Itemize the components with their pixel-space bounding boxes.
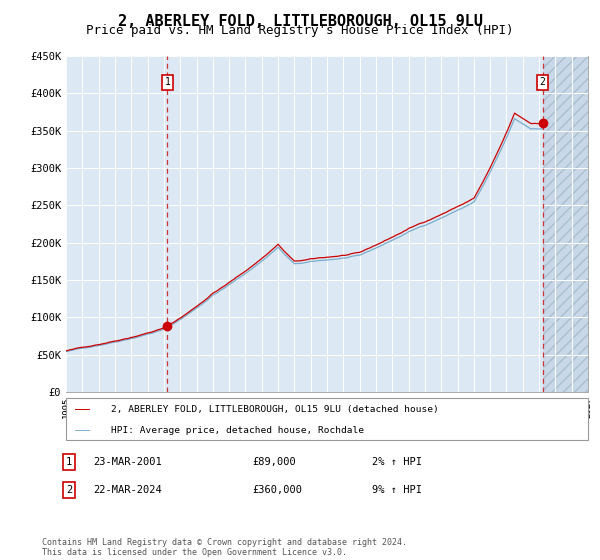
Text: 2: 2: [540, 77, 545, 87]
Text: 2% ↑ HPI: 2% ↑ HPI: [372, 457, 422, 467]
Text: ——: ——: [75, 424, 90, 437]
Text: 23-MAR-2001: 23-MAR-2001: [93, 457, 162, 467]
Text: £360,000: £360,000: [252, 485, 302, 495]
Text: 2, ABERLEY FOLD, LITTLEBOROUGH, OL15 9LU: 2, ABERLEY FOLD, LITTLEBOROUGH, OL15 9LU: [118, 14, 482, 29]
Text: Contains HM Land Registry data © Crown copyright and database right 2024.
This d: Contains HM Land Registry data © Crown c…: [42, 538, 407, 557]
Text: 1: 1: [164, 77, 170, 87]
Text: HPI: Average price, detached house, Rochdale: HPI: Average price, detached house, Roch…: [111, 426, 364, 435]
Text: ——: ——: [75, 403, 90, 416]
Text: 9% ↑ HPI: 9% ↑ HPI: [372, 485, 422, 495]
Text: 1: 1: [66, 457, 72, 467]
Text: £89,000: £89,000: [252, 457, 296, 467]
Text: 2: 2: [66, 485, 72, 495]
Bar: [542, 56, 588, 392]
Text: Price paid vs. HM Land Registry's House Price Index (HPI): Price paid vs. HM Land Registry's House …: [86, 24, 514, 37]
Bar: [542, 56, 588, 392]
Text: 22-MAR-2024: 22-MAR-2024: [93, 485, 162, 495]
Text: 2, ABERLEY FOLD, LITTLEBOROUGH, OL15 9LU (detached house): 2, ABERLEY FOLD, LITTLEBOROUGH, OL15 9LU…: [111, 405, 439, 414]
